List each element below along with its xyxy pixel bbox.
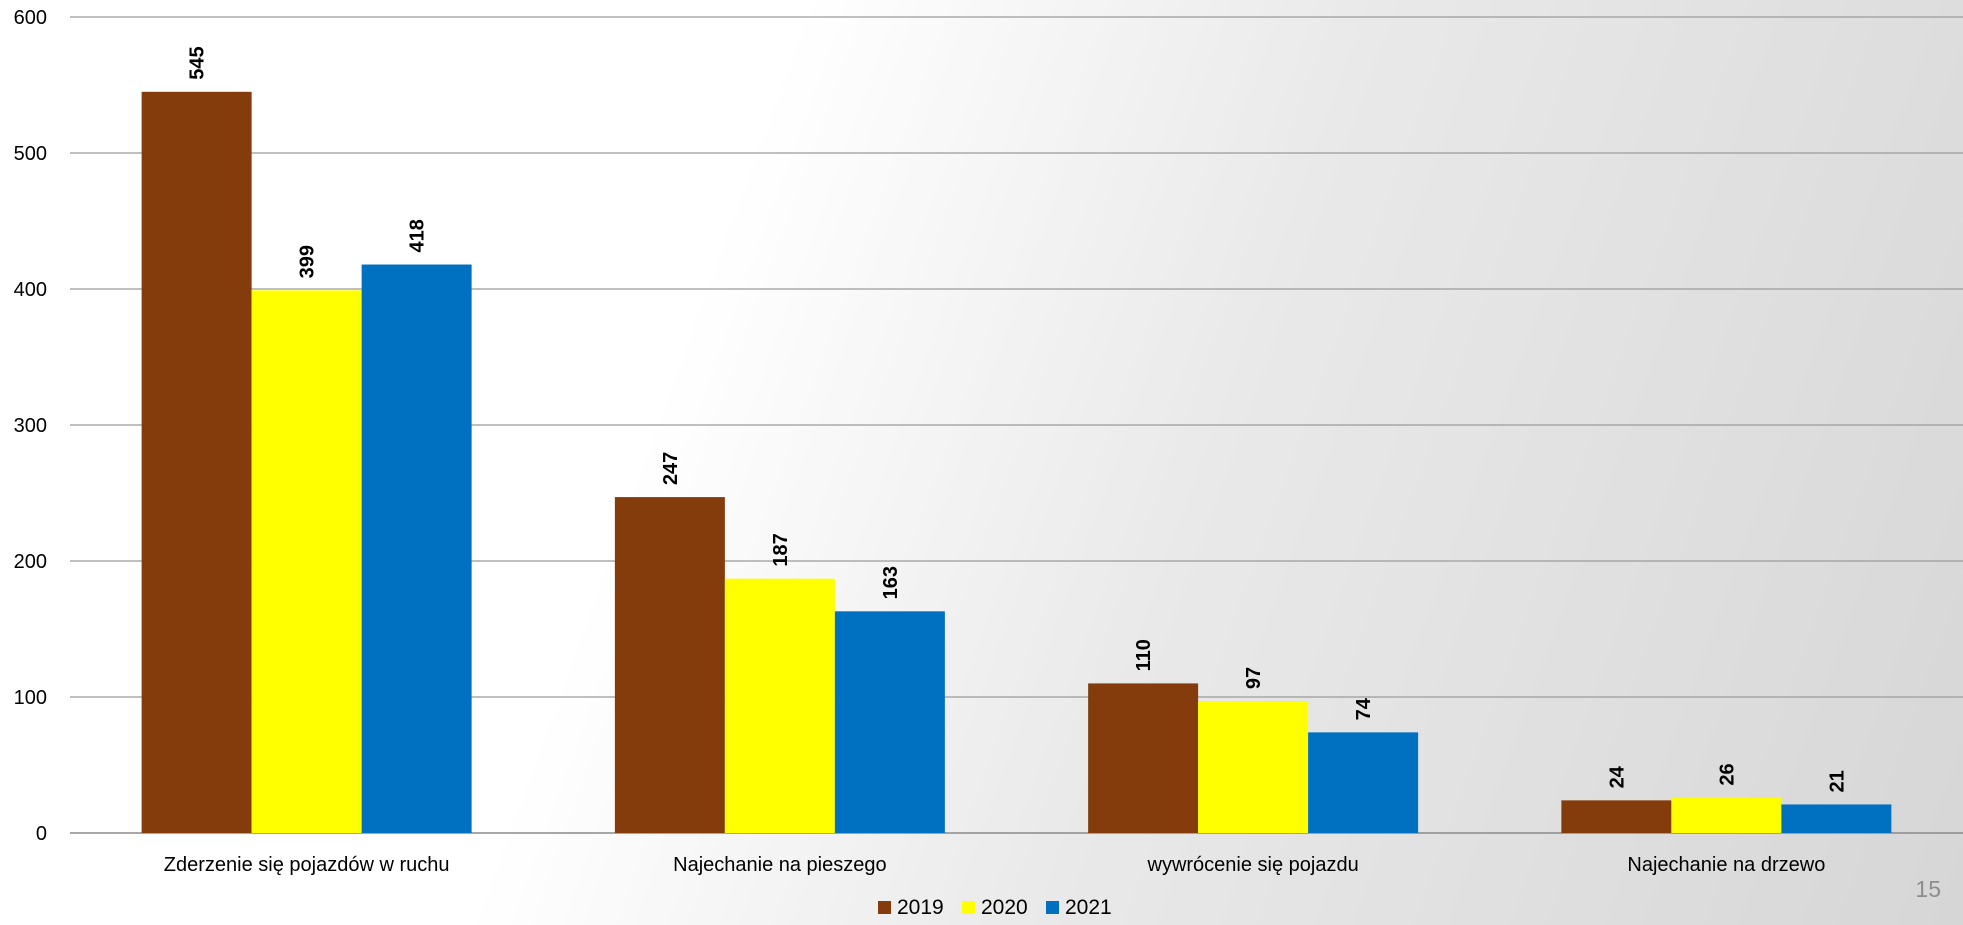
y-tick-label: 300 xyxy=(14,415,47,437)
bar-2021 xyxy=(834,611,945,833)
y-tick-label: 200 xyxy=(14,551,47,573)
category-label: Najechanie na pieszego xyxy=(673,854,887,876)
data-label: 418 xyxy=(407,219,429,252)
category-label: Najechanie na drzewo xyxy=(1627,854,1825,876)
bar-2020 xyxy=(1671,797,1782,833)
bar-2019 xyxy=(1088,683,1199,833)
legend-label: 2021 xyxy=(1065,896,1112,919)
y-tick-label: 100 xyxy=(14,687,47,709)
data-label: 247 xyxy=(660,452,682,485)
legend-swatch-2021 xyxy=(1046,901,1059,914)
bar-2021 xyxy=(1308,732,1419,833)
data-label: 163 xyxy=(880,566,902,599)
data-label: 21 xyxy=(1826,770,1848,792)
data-label: 24 xyxy=(1606,765,1628,788)
y-tick-label: 500 xyxy=(14,143,47,165)
bar-2019 xyxy=(614,497,725,833)
category-label: Zderzenie się pojazdów w ruchu xyxy=(164,854,450,876)
bar-2020 xyxy=(1198,701,1309,833)
data-label: 26 xyxy=(1716,763,1738,785)
data-label: 187 xyxy=(770,533,792,566)
bar-2021 xyxy=(361,264,472,833)
y-tick-label: 0 xyxy=(36,823,47,845)
bar-2020 xyxy=(724,578,835,833)
data-label: 110 xyxy=(1133,639,1155,671)
legend-label: 2019 xyxy=(897,896,944,919)
legend-swatch-2020 xyxy=(962,901,975,914)
data-label: 545 xyxy=(187,46,209,79)
bar-2019 xyxy=(1561,800,1672,833)
legend-label: 2020 xyxy=(981,896,1028,919)
data-label: 97 xyxy=(1243,667,1265,689)
data-label: 74 xyxy=(1353,697,1375,720)
data-label: 399 xyxy=(297,245,319,278)
page-number: 15 xyxy=(1915,876,1941,902)
category-label: wywrócenie się pojazdu xyxy=(1147,854,1359,876)
bar-2020 xyxy=(251,290,362,833)
y-tick-label: 600 xyxy=(14,7,47,29)
y-tick-label: 400 xyxy=(14,279,47,301)
legend-swatch-2019 xyxy=(878,901,891,914)
bar-2019 xyxy=(141,91,252,834)
bar-2021 xyxy=(1781,804,1892,833)
